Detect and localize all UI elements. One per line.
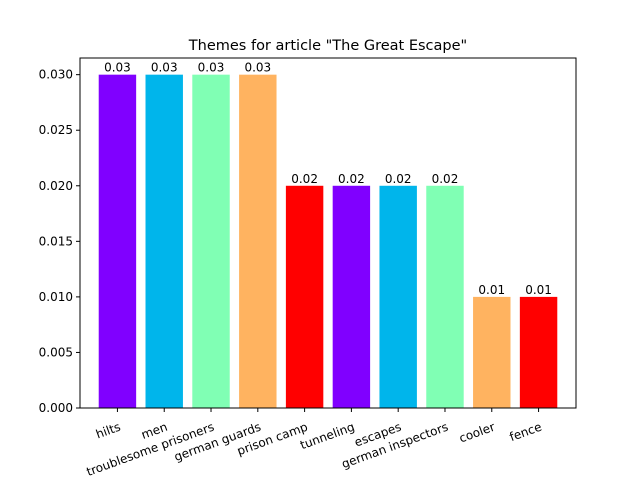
chart-title: Themes for article "The Great Escape"	[188, 38, 467, 54]
bar-0	[98, 74, 137, 409]
y-tick-label-0: 0.000	[39, 401, 73, 415]
bar-1	[145, 74, 183, 409]
value-label-6: 0.02	[385, 172, 412, 186]
y-tick-label-5: 0.025	[39, 123, 73, 137]
y-axis: 0.000 0.005 0.010 0.015 0.020 0.025 0.030	[39, 68, 80, 415]
value-label-4: 0.02	[291, 172, 318, 186]
value-label-2: 0.03	[198, 61, 225, 75]
bar-8	[473, 296, 511, 408]
bar-6	[379, 185, 417, 408]
x-tick-label-5: tunneling	[298, 420, 356, 453]
bar-2	[192, 74, 230, 409]
bar-5	[332, 185, 371, 408]
value-label-0: 0.03	[104, 61, 131, 75]
value-label-8: 0.01	[478, 283, 505, 297]
x-tick-label-9: fence	[508, 420, 544, 445]
plot-area-frame	[79, 57, 577, 409]
bar-4	[285, 185, 324, 408]
bars-group	[98, 74, 558, 409]
y-tick-label-1: 0.005	[39, 345, 73, 359]
bar-7	[426, 185, 464, 408]
x-tick-label-0: hilts	[94, 420, 123, 442]
value-label-9: 0.01	[525, 283, 552, 297]
value-label-3: 0.03	[244, 61, 271, 75]
value-label-5: 0.02	[338, 172, 365, 186]
y-tick-label-6: 0.030	[39, 68, 73, 82]
y-tick-label-2: 0.010	[39, 290, 73, 304]
value-labels-group: 0.03 0.03 0.03 0.03 0.02 0.02 0.02 0.02 0.01 0.01	[104, 61, 552, 297]
bar-9	[519, 296, 558, 408]
x-tick-label-8: cooler	[457, 420, 497, 446]
value-label-7: 0.02	[432, 172, 459, 186]
y-tick-label-3: 0.015	[39, 234, 73, 248]
value-label-1: 0.03	[151, 61, 178, 75]
bar-3	[239, 74, 277, 409]
y-tick-label-4: 0.020	[39, 179, 73, 193]
